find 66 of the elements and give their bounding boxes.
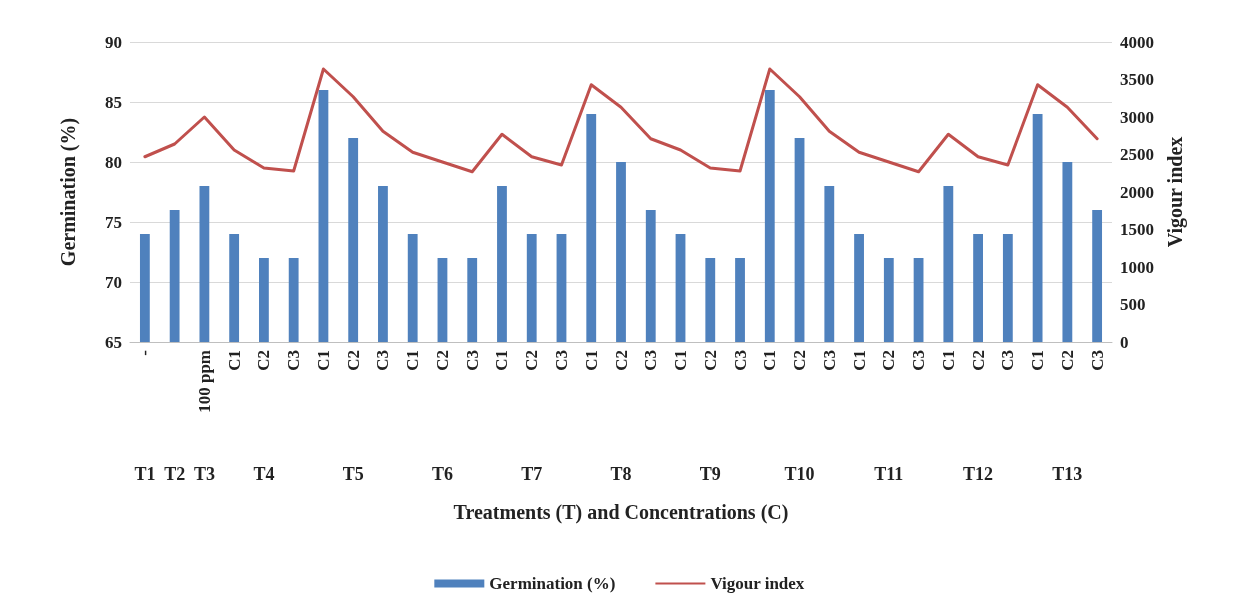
y-tick-label: 85 bbox=[105, 92, 122, 112]
text: T4 bbox=[253, 464, 275, 484]
y2-tick-label: 1500 bbox=[1120, 220, 1154, 239]
line-series bbox=[143, 67, 1099, 174]
x-tick-label: C1 bbox=[849, 350, 869, 371]
x-tick-label: C1 bbox=[313, 350, 333, 371]
x-tick-label: C3 bbox=[551, 350, 571, 371]
text: T13 bbox=[1052, 464, 1083, 484]
x-tick-label: C2 bbox=[879, 350, 899, 371]
legend-label: Vigour index bbox=[710, 574, 805, 593]
x-tick-label: - bbox=[135, 349, 155, 356]
x-tick-label: C3 bbox=[462, 350, 482, 371]
x-tick-label: C1 bbox=[224, 350, 244, 371]
y2-tick-label: 3000 bbox=[1120, 107, 1154, 127]
x-tick-label: C2 bbox=[343, 350, 363, 371]
x-tick-label: C1 bbox=[492, 350, 512, 371]
x-tick-label: C1 bbox=[938, 350, 958, 371]
x-tick-label: C2 bbox=[254, 350, 274, 371]
text: T10 bbox=[784, 464, 815, 484]
x-tick-label: C2 bbox=[611, 350, 631, 371]
y2-tick-label: 3500 bbox=[1120, 70, 1154, 89]
legend-label: Germination (%) bbox=[489, 574, 616, 593]
y2-axis-title: Vigour index bbox=[1163, 136, 1187, 248]
x-tick-label: C2 bbox=[522, 350, 542, 371]
y-tick-label: 90 bbox=[105, 32, 122, 52]
text: T12 bbox=[963, 464, 994, 484]
text: T5 bbox=[342, 464, 364, 484]
x-tick-label: C1 bbox=[581, 350, 601, 371]
x-tick-label: C3 bbox=[730, 350, 750, 371]
y2-tick-label: 2000 bbox=[1120, 182, 1154, 202]
text: T1 bbox=[134, 464, 156, 484]
x-tick-label: C1 bbox=[403, 350, 423, 371]
text: T2 bbox=[164, 464, 186, 484]
x-tick-label: C3 bbox=[998, 350, 1018, 371]
text: T11 bbox=[874, 464, 904, 484]
x-axis-title: Treatments (T) and Concentrations (C) bbox=[453, 501, 789, 524]
y-axis-title: Germination (%) bbox=[57, 117, 80, 267]
x-tick-label: 100 ppm bbox=[194, 350, 214, 413]
y2-tick-label: 0 bbox=[1120, 332, 1129, 352]
x-tick-label: C1 bbox=[1028, 350, 1048, 371]
x-tick-label: C3 bbox=[819, 350, 839, 371]
x-tick-label: C3 bbox=[1087, 350, 1107, 371]
x-tick-label: C2 bbox=[968, 350, 988, 371]
x-tick-label: C3 bbox=[373, 350, 393, 371]
x-tick-label: C3 bbox=[909, 350, 929, 371]
text: T3 bbox=[193, 464, 215, 484]
y2-tick-label: 1000 bbox=[1120, 257, 1154, 277]
x-tick-label: C2 bbox=[790, 350, 810, 371]
x-tick-label: C2 bbox=[1057, 350, 1077, 371]
x-tick-label: C3 bbox=[641, 350, 661, 371]
text: T7 bbox=[521, 464, 543, 484]
x-tick-label: C1 bbox=[671, 350, 691, 371]
y-tick-label: 80 bbox=[105, 152, 122, 172]
y2-tick-label: 2500 bbox=[1120, 145, 1154, 164]
y2-tick-label: 500 bbox=[1120, 295, 1146, 314]
y2-tick-label: 4000 bbox=[1120, 32, 1154, 52]
x-tick-label: C2 bbox=[700, 350, 720, 371]
x-tick-label: C1 bbox=[760, 350, 780, 371]
x-tick-label: C2 bbox=[432, 350, 452, 371]
y-tick-label: 70 bbox=[105, 272, 122, 292]
text: T8 bbox=[610, 464, 632, 484]
text: T9 bbox=[699, 464, 721, 484]
y-tick-label: 65 bbox=[105, 332, 122, 352]
y-tick-label: 75 bbox=[105, 212, 122, 232]
text: T6 bbox=[431, 464, 453, 484]
x-tick-label: C3 bbox=[284, 350, 304, 371]
